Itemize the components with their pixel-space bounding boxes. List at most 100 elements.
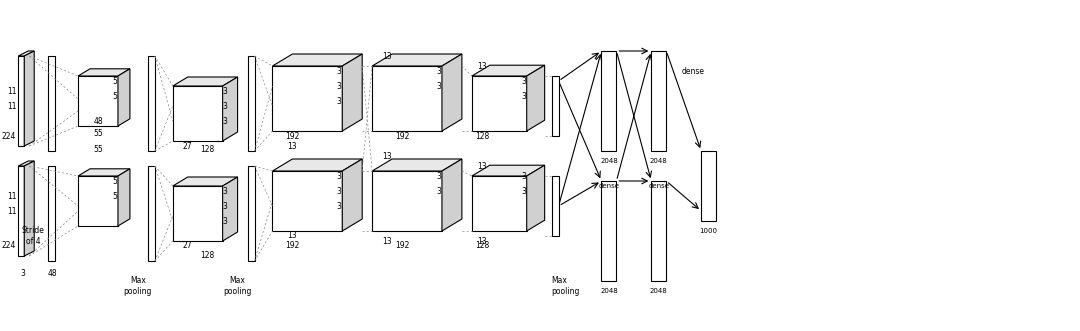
Text: 2048: 2048 [650, 288, 667, 294]
Polygon shape [272, 54, 362, 66]
Polygon shape [602, 51, 617, 151]
Polygon shape [222, 77, 238, 141]
Polygon shape [18, 56, 24, 146]
Polygon shape [342, 54, 362, 131]
Polygon shape [527, 165, 544, 231]
Polygon shape [442, 54, 462, 131]
Text: 192: 192 [285, 242, 299, 251]
Text: 13: 13 [477, 62, 487, 71]
Text: 13: 13 [477, 162, 487, 170]
Text: 2048: 2048 [600, 288, 618, 294]
Polygon shape [118, 169, 130, 226]
Polygon shape [24, 161, 35, 256]
Polygon shape [24, 51, 35, 146]
Polygon shape [49, 166, 55, 261]
Polygon shape [472, 65, 544, 76]
Text: 13: 13 [382, 152, 392, 161]
Text: 5: 5 [112, 192, 118, 201]
Text: 3: 3 [522, 171, 526, 180]
Text: dense: dense [681, 67, 704, 75]
Text: 2048: 2048 [600, 158, 618, 164]
Polygon shape [49, 56, 55, 151]
Text: 3: 3 [436, 67, 442, 75]
Text: 55: 55 [93, 128, 103, 137]
Text: Max
pooling: Max pooling [552, 276, 580, 296]
Polygon shape [118, 69, 130, 126]
Polygon shape [78, 69, 130, 76]
Text: Max
pooling: Max pooling [224, 276, 252, 296]
Text: 3: 3 [436, 81, 442, 90]
Polygon shape [651, 181, 666, 281]
Text: 3: 3 [337, 171, 341, 180]
Polygon shape [173, 86, 222, 141]
Polygon shape [173, 77, 238, 86]
Text: 3: 3 [222, 186, 227, 196]
Text: 5: 5 [112, 176, 118, 185]
Polygon shape [701, 151, 716, 221]
Polygon shape [472, 176, 527, 231]
Polygon shape [442, 159, 462, 231]
Text: Stride
of 4: Stride of 4 [22, 226, 44, 246]
Text: 128: 128 [475, 131, 489, 140]
Polygon shape [148, 56, 154, 151]
Polygon shape [247, 56, 255, 151]
Text: 13: 13 [382, 237, 392, 246]
Text: 3: 3 [222, 102, 227, 111]
Polygon shape [18, 51, 35, 56]
Polygon shape [552, 76, 558, 136]
Text: 3: 3 [337, 186, 341, 196]
Text: 13: 13 [382, 52, 392, 61]
Polygon shape [173, 186, 222, 241]
Text: 3: 3 [436, 171, 442, 180]
Text: 192: 192 [395, 242, 409, 251]
Text: 3: 3 [337, 81, 341, 90]
Text: 11: 11 [8, 192, 17, 201]
Text: 128: 128 [201, 145, 215, 154]
Polygon shape [18, 166, 24, 256]
Polygon shape [651, 51, 666, 151]
Text: 128: 128 [475, 242, 489, 251]
Polygon shape [78, 76, 118, 126]
Text: 48: 48 [48, 268, 57, 277]
Text: 2048: 2048 [650, 158, 667, 164]
Text: 5: 5 [112, 91, 118, 101]
Text: 128: 128 [201, 252, 215, 260]
Text: 3: 3 [222, 216, 227, 225]
Text: 27: 27 [183, 141, 192, 151]
Text: 192: 192 [285, 131, 299, 140]
Text: 27: 27 [183, 242, 192, 251]
Polygon shape [373, 54, 462, 66]
Text: 3: 3 [222, 117, 227, 125]
Polygon shape [373, 159, 462, 171]
Polygon shape [173, 177, 238, 186]
Text: 3: 3 [337, 202, 341, 211]
Text: 3: 3 [21, 268, 26, 277]
Text: 224: 224 [1, 242, 15, 251]
Polygon shape [148, 166, 154, 261]
Polygon shape [527, 65, 544, 131]
Text: Max
pooling: Max pooling [124, 276, 152, 296]
Text: 13: 13 [287, 141, 297, 151]
Polygon shape [472, 165, 544, 176]
Text: 3: 3 [222, 202, 227, 211]
Text: 3: 3 [337, 67, 341, 75]
Polygon shape [272, 159, 362, 171]
Text: 11: 11 [8, 86, 17, 96]
Text: dense: dense [648, 183, 670, 189]
Text: 48: 48 [93, 117, 103, 125]
Text: 3: 3 [522, 91, 526, 101]
Polygon shape [472, 76, 527, 131]
Polygon shape [373, 171, 442, 231]
Text: 55: 55 [93, 145, 103, 154]
Text: 13: 13 [477, 237, 487, 246]
Text: 3: 3 [222, 86, 227, 96]
Polygon shape [247, 166, 255, 261]
Text: 224: 224 [1, 131, 15, 140]
Polygon shape [272, 66, 342, 131]
Text: 11: 11 [8, 207, 17, 215]
Polygon shape [78, 176, 118, 226]
Text: 5: 5 [112, 76, 118, 85]
Polygon shape [222, 177, 238, 241]
Text: 3: 3 [522, 186, 526, 196]
Text: dense: dense [598, 183, 620, 189]
